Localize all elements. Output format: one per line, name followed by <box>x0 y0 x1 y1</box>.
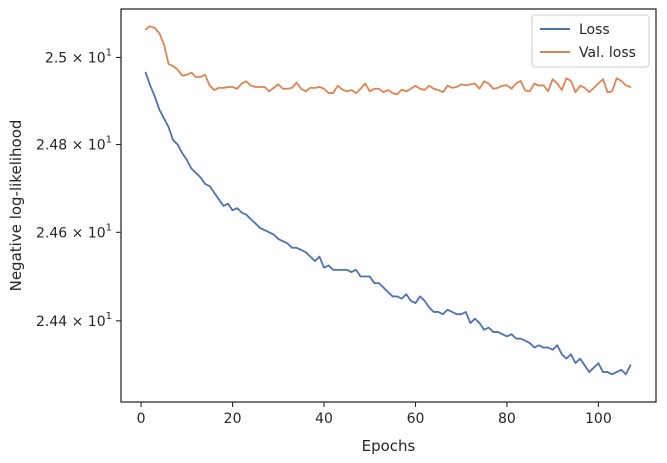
ticks-layer: 0 20 40 60 80 100 2.44 × 101 2.46 × 101 2.48 × 1… <box>36 47 612 427</box>
x-tick-label: 40 <box>315 411 333 427</box>
x-tick-label: 80 <box>498 411 516 427</box>
legend: Loss Val. loss <box>531 14 650 68</box>
x-tick-label: 100 <box>585 411 612 427</box>
series-line-loss <box>144 71 632 376</box>
y-tick-label: 2.5 × 101 <box>45 47 112 66</box>
y-axis-label: Negative log-likelihood <box>7 120 25 292</box>
x-tick-label: 0 <box>137 411 146 427</box>
legend-label-val-loss: Val. loss <box>579 45 636 61</box>
series-line-val-loss <box>144 25 632 96</box>
x-tick-label: 60 <box>407 411 425 427</box>
y-tick-label: 2.44 × 101 <box>36 311 112 330</box>
y-tick-label: 2.46 × 101 <box>36 222 112 241</box>
plot-frame <box>120 8 657 403</box>
legend-label-loss: Loss <box>579 22 610 38</box>
x-tick-label: 20 <box>224 411 242 427</box>
y-tick-label: 2.48 × 101 <box>36 135 112 154</box>
series-layer <box>144 25 632 376</box>
x-axis-label: Epochs <box>362 437 416 455</box>
